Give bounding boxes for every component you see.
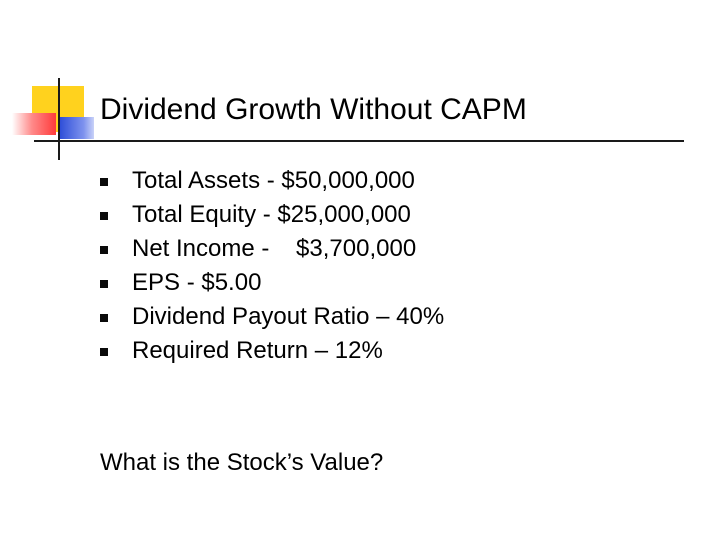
square-bullet-icon xyxy=(100,348,108,356)
bullet-text: Dividend Payout Ratio – 40% xyxy=(132,303,445,330)
question-text: What is the Stock’s Value? xyxy=(100,449,384,476)
list-item: Total Assets - $50,000,000 xyxy=(100,164,415,198)
list-item: Total Equity - $25,000,000 xyxy=(100,198,411,232)
bullet-text: Net Income - $3,700,000 xyxy=(132,235,417,262)
list-item: Net Income - $3,700,000 xyxy=(100,232,416,266)
decoration-red-bar xyxy=(12,113,56,135)
decoration-vertical-line xyxy=(58,78,60,160)
decoration-blue-bar xyxy=(60,117,94,139)
bullet-text: EPS - $5.00 xyxy=(132,269,262,296)
slide-title: Dividend Growth Without CAPM xyxy=(100,93,527,126)
square-bullet-icon xyxy=(100,314,108,322)
title-underline xyxy=(34,140,684,142)
square-bullet-icon xyxy=(100,212,108,220)
square-bullet-icon xyxy=(100,246,108,254)
bullet-text: Total Assets - $50,000,000 xyxy=(132,167,415,194)
square-bullet-icon xyxy=(100,178,108,186)
bullet-list: Total Assets - $50,000,000 Total Equity … xyxy=(100,164,444,368)
bullet-text: Required Return – 12% xyxy=(132,337,383,364)
list-item: Required Return – 12% xyxy=(100,334,383,368)
list-item: EPS - $5.00 xyxy=(100,266,261,300)
square-bullet-icon xyxy=(100,280,108,288)
bullet-text: Total Equity - $25,000,000 xyxy=(132,201,411,228)
list-item: Dividend Payout Ratio – 40% xyxy=(100,300,444,334)
